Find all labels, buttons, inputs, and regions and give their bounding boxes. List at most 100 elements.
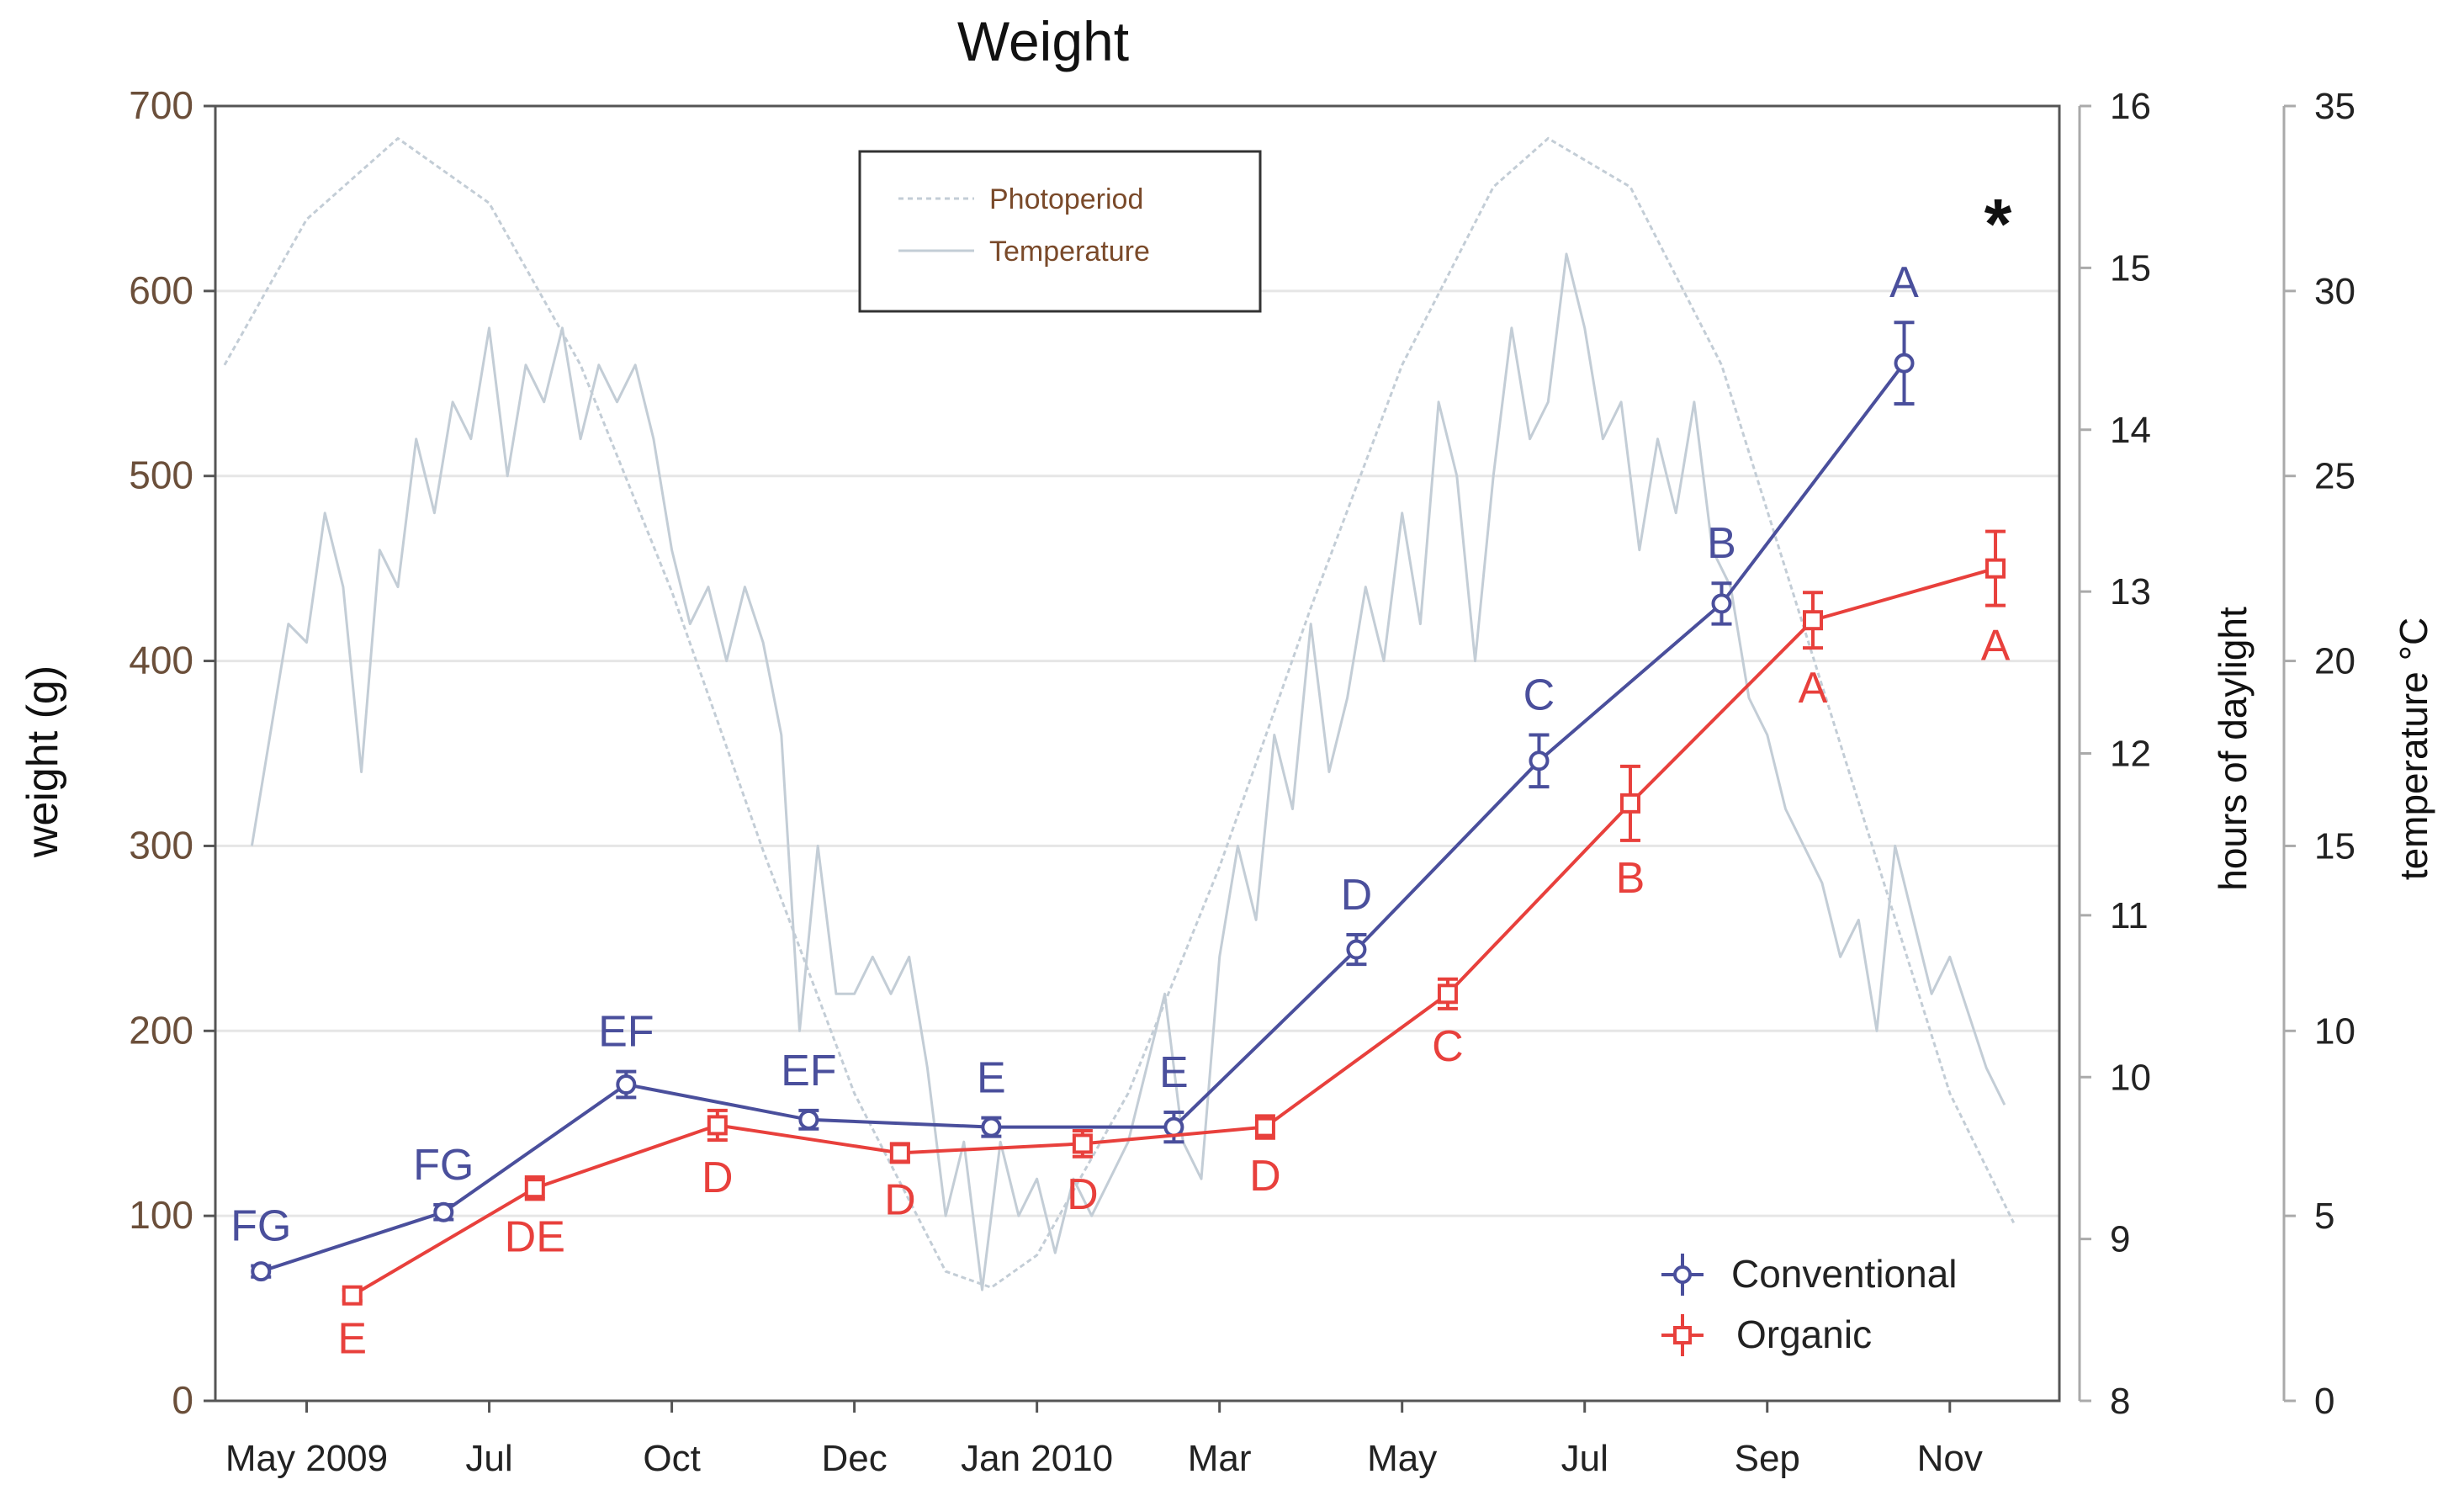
x-tick-label: Dec xyxy=(821,1438,887,1479)
conventional-point xyxy=(251,1261,272,1282)
conventional-point xyxy=(1346,939,1367,960)
conventional-letter-label: D xyxy=(1341,871,1373,920)
y-right2-tick-label: 20 xyxy=(2314,641,2355,682)
conventional-point xyxy=(1163,1116,1184,1137)
x-tick-label: Sep xyxy=(1735,1438,1800,1479)
y-axis-label-daylight: hours of daylight xyxy=(2211,607,2255,891)
y-right1-tick-label: 9 xyxy=(2110,1219,2130,1260)
organic-point xyxy=(1619,793,1640,814)
organic-point xyxy=(1437,984,1458,1005)
organic-letter-label: D xyxy=(1249,1152,1281,1201)
y-right2-tick-label: 10 xyxy=(2314,1010,2355,1052)
y-left-tick-label: 400 xyxy=(129,639,193,682)
y-right2-tick-label: 0 xyxy=(2314,1381,2334,1422)
y-left-tick-label: 700 xyxy=(129,83,193,127)
significance-asterisk: * xyxy=(1984,184,2012,263)
organic-point xyxy=(1072,1133,1093,1154)
temperature-line xyxy=(250,252,2006,1291)
y-right1-tick-label: 11 xyxy=(2110,895,2149,936)
conventional-letter-label: FG xyxy=(231,1202,291,1251)
x-tick-label: Oct xyxy=(643,1438,700,1479)
organic-point xyxy=(889,1143,910,1164)
y-left-tick-label: 600 xyxy=(129,268,193,312)
background-lines xyxy=(223,136,2016,1291)
conventional-point xyxy=(981,1116,1002,1137)
y-right2-tick-label: 25 xyxy=(2314,456,2355,497)
series-group: FG FG EF EF E E D C B A E DE D D D D C B A A xyxy=(231,258,2011,1363)
y-right2-tick-label: 35 xyxy=(2314,86,2355,127)
y-right2-tick-label: 5 xyxy=(2314,1196,2334,1237)
y-right2-tick-label: 30 xyxy=(2314,271,2355,312)
conventional-letter-label: EF xyxy=(781,1047,836,1095)
plot-frame xyxy=(214,104,2061,1403)
y-left-tick-label: 500 xyxy=(129,453,193,497)
organic-letter-label: A xyxy=(1799,664,1828,713)
x-tick-label: Jul xyxy=(465,1438,512,1479)
conventional-point xyxy=(1894,353,1915,374)
legend-series: Conventional Organic xyxy=(1661,1252,1958,1356)
y-right1-tick-label: 16 xyxy=(2110,86,2151,127)
conventional-letter-label: C xyxy=(1523,671,1555,720)
legend-photoperiod-label: Photoperiod xyxy=(989,183,1143,215)
organic-letter-label: E xyxy=(337,1314,367,1363)
conventional-point xyxy=(616,1074,637,1095)
legend-temperature-label: Temperature xyxy=(989,236,1150,268)
y-left-tick-label: 0 xyxy=(172,1378,193,1422)
organic-letter-label: D xyxy=(1067,1170,1099,1219)
organic-letter-label: B xyxy=(1616,854,1645,903)
legend-organic-label: Organic xyxy=(1736,1312,1872,1356)
x-tick-label: Jul xyxy=(1561,1438,1608,1479)
conventional-line xyxy=(260,362,1906,1274)
gridlines xyxy=(215,289,2059,1217)
conventional-letter-label: E xyxy=(977,1054,1006,1103)
conventional-point xyxy=(798,1109,819,1130)
conventional-letter-label: A xyxy=(1889,258,1919,307)
organic-letter-label: D xyxy=(702,1153,734,1202)
y-left-tick-label: 200 xyxy=(129,1008,193,1052)
y-axis-label-temperature: temperature °C xyxy=(2392,618,2435,880)
organic-letter-label: DE xyxy=(505,1212,565,1261)
x-tick-label: Nov xyxy=(1917,1438,1983,1479)
y-right2-tick-label: 15 xyxy=(2314,825,2355,867)
y-right1-tick-label: 12 xyxy=(2110,734,2151,775)
x-tick-label: May 2009 xyxy=(225,1438,388,1479)
y-left-tick-label: 300 xyxy=(129,823,193,867)
y-left-tick-label: 100 xyxy=(129,1193,193,1237)
organic-point xyxy=(342,1285,363,1306)
y-right1-tick-label: 10 xyxy=(2110,1057,2151,1098)
conventional-point xyxy=(1529,750,1550,772)
organic-line xyxy=(351,566,1996,1297)
organic-point xyxy=(1254,1116,1275,1137)
y-right1-tick-label: 8 xyxy=(2110,1381,2130,1422)
legend-conventional-label: Conventional xyxy=(1731,1252,1958,1296)
plot-area-border xyxy=(214,104,2061,1403)
y-right1-tick-label: 15 xyxy=(2110,247,2151,289)
organic-point xyxy=(1803,610,1824,631)
organic-letter-label: C xyxy=(1432,1022,1464,1071)
chart-title: Weight xyxy=(957,10,1129,72)
conventional-point xyxy=(433,1201,454,1222)
conventional-point xyxy=(1711,593,1732,614)
y-right1-tick-label: 13 xyxy=(2110,571,2151,612)
conventional-letter-label: E xyxy=(1159,1048,1189,1097)
organic-point xyxy=(524,1178,545,1199)
legend-lines-frame xyxy=(858,150,1262,313)
legend-organic-marker xyxy=(1673,1326,1692,1344)
y-right1-tick-label: 14 xyxy=(2110,410,2151,451)
conventional-letter-label: FG xyxy=(413,1141,474,1190)
organic-letter-label: D xyxy=(884,1175,916,1224)
photoperiod-line xyxy=(223,136,2016,1289)
legend-lines: Photoperiod Temperature xyxy=(858,150,1262,313)
x-tick-label: Mar xyxy=(1188,1438,1252,1479)
organic-point xyxy=(1985,558,2006,579)
y-axis-label-weight: weight (g) xyxy=(19,666,67,858)
x-tick-label: May xyxy=(1367,1438,1437,1479)
x-tick-label: Jan 2010 xyxy=(961,1438,1113,1479)
conventional-letter-label: B xyxy=(1707,519,1736,568)
axes: 0 100 200 300 400 500 600 700 8 9 10 11 12 13 14 15 16 0 5… xyxy=(129,83,2355,1479)
conventional-letter-label: EF xyxy=(598,1008,654,1057)
legend-conventional-marker xyxy=(1673,1265,1692,1284)
organic-letter-label: A xyxy=(1981,622,2011,671)
organic-point xyxy=(707,1115,728,1136)
